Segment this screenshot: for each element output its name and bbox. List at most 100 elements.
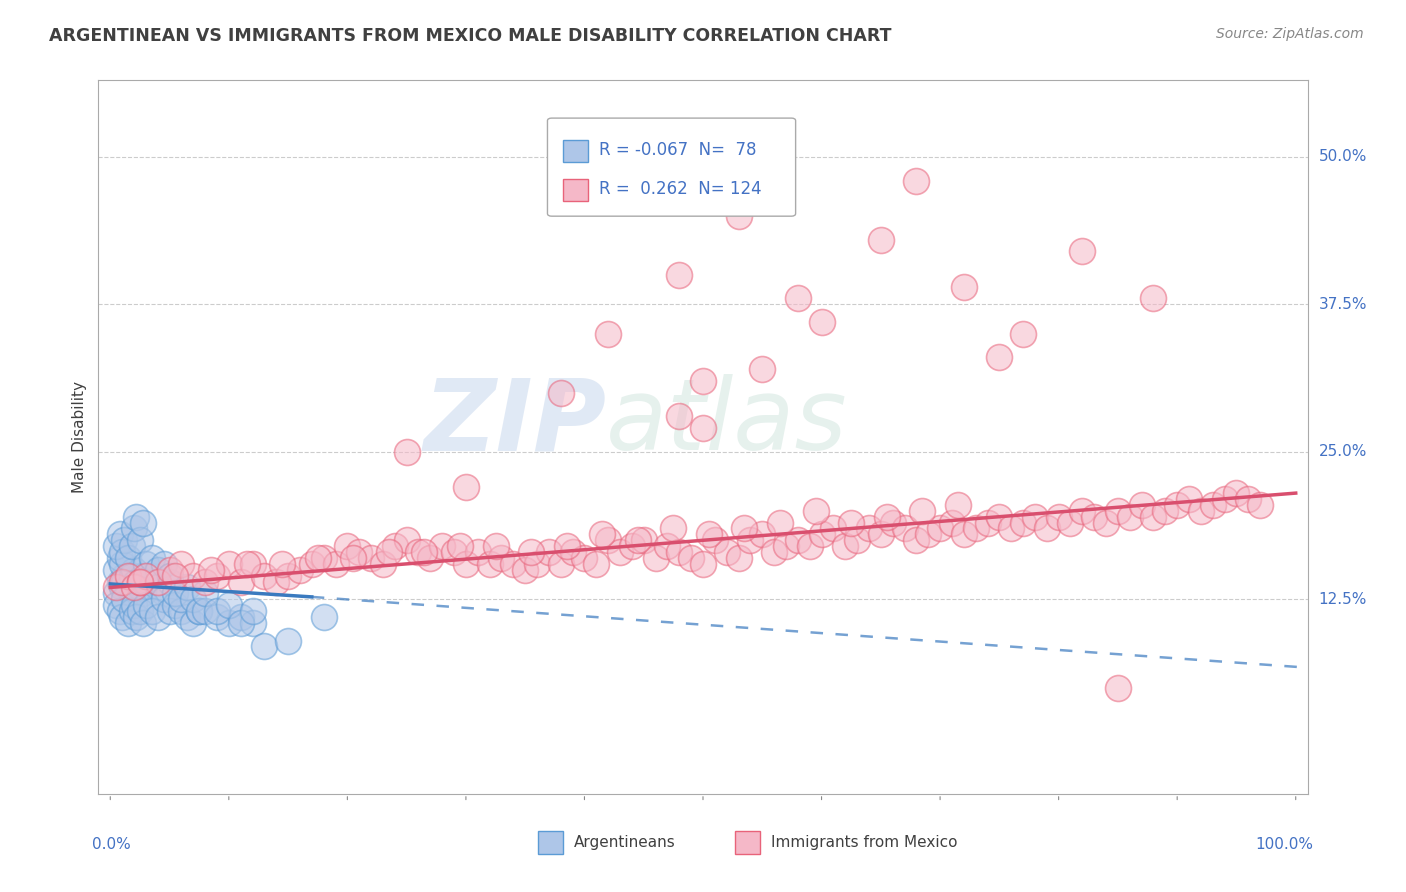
- Point: [277, 568, 299, 582]
- Point: [941, 516, 963, 530]
- Point: [264, 574, 287, 589]
- Point: [620, 539, 643, 553]
- Point: [1142, 292, 1164, 306]
- Point: [242, 604, 264, 618]
- Point: [111, 545, 134, 559]
- Point: [478, 557, 501, 571]
- Point: [108, 527, 131, 541]
- Point: [952, 279, 974, 293]
- Point: [882, 516, 904, 530]
- Point: [526, 557, 548, 571]
- Point: [810, 315, 832, 329]
- Point: [111, 581, 134, 595]
- Point: [929, 521, 952, 535]
- Point: [181, 615, 204, 630]
- Point: [121, 586, 143, 600]
- Point: [893, 521, 915, 535]
- Point: [988, 509, 1011, 524]
- Point: [152, 586, 174, 600]
- Point: [591, 527, 613, 541]
- Point: [114, 568, 136, 582]
- Point: [205, 610, 228, 624]
- Point: [858, 521, 880, 535]
- Point: [194, 586, 217, 600]
- Point: [515, 563, 537, 577]
- Point: [449, 539, 471, 553]
- Point: [703, 533, 725, 548]
- Point: [876, 509, 898, 524]
- Point: [200, 563, 222, 577]
- Point: [786, 533, 808, 548]
- Point: [159, 604, 181, 618]
- Text: 12.5%: 12.5%: [1319, 591, 1367, 607]
- Point: [117, 568, 139, 582]
- Point: [740, 533, 762, 548]
- Point: [105, 586, 128, 600]
- Text: 100.0%: 100.0%: [1256, 837, 1313, 852]
- Point: [823, 521, 845, 535]
- Point: [121, 539, 143, 553]
- Point: [839, 516, 862, 530]
- Y-axis label: Male Disability: Male Disability: [72, 381, 87, 493]
- Point: [988, 351, 1011, 365]
- Point: [121, 568, 143, 582]
- Point: [181, 568, 204, 582]
- Point: [1130, 498, 1153, 512]
- Point: [132, 516, 155, 530]
- Point: [277, 633, 299, 648]
- Point: [135, 557, 157, 571]
- Point: [205, 604, 228, 618]
- Text: 25.0%: 25.0%: [1319, 444, 1367, 459]
- Point: [108, 551, 131, 566]
- Point: [111, 557, 134, 571]
- Point: [681, 551, 703, 566]
- Point: [194, 574, 217, 589]
- Point: [307, 551, 329, 566]
- Point: [1107, 504, 1129, 518]
- Point: [869, 527, 891, 541]
- Point: [111, 574, 134, 589]
- Point: [662, 521, 685, 535]
- Point: [561, 545, 583, 559]
- Point: [697, 527, 720, 541]
- Text: ARGENTINEAN VS IMMIGRANTS FROM MEXICO MALE DISABILITY CORRELATION CHART: ARGENTINEAN VS IMMIGRANTS FROM MEXICO MA…: [49, 27, 891, 45]
- Point: [727, 209, 749, 223]
- Point: [537, 545, 560, 559]
- Point: [869, 233, 891, 247]
- Point: [132, 615, 155, 630]
- Point: [952, 527, 974, 541]
- Point: [775, 539, 797, 553]
- Point: [170, 592, 193, 607]
- Point: [108, 604, 131, 618]
- Point: [1024, 509, 1046, 524]
- Point: [644, 551, 666, 566]
- Point: [432, 539, 454, 553]
- Point: [734, 521, 756, 535]
- Point: [132, 568, 155, 582]
- Point: [395, 533, 418, 548]
- Point: [502, 557, 524, 571]
- Point: [152, 557, 174, 571]
- Point: [1178, 491, 1201, 506]
- Point: [443, 545, 465, 559]
- Point: [668, 268, 690, 282]
- Text: atlas: atlas: [606, 375, 848, 471]
- Point: [520, 545, 543, 559]
- Point: [170, 604, 193, 618]
- Text: R =  0.262  N= 124: R = 0.262 N= 124: [599, 180, 762, 198]
- Point: [336, 539, 359, 553]
- Point: [550, 385, 572, 400]
- Point: [1071, 504, 1094, 518]
- Point: [911, 504, 934, 518]
- Point: [218, 557, 240, 571]
- Point: [122, 598, 145, 612]
- Point: [114, 592, 136, 607]
- Point: [253, 568, 276, 582]
- Point: [751, 527, 773, 541]
- Point: [905, 173, 928, 187]
- Point: [585, 557, 607, 571]
- Point: [347, 545, 370, 559]
- Point: [965, 521, 987, 535]
- Point: [804, 504, 827, 518]
- Point: [668, 409, 690, 424]
